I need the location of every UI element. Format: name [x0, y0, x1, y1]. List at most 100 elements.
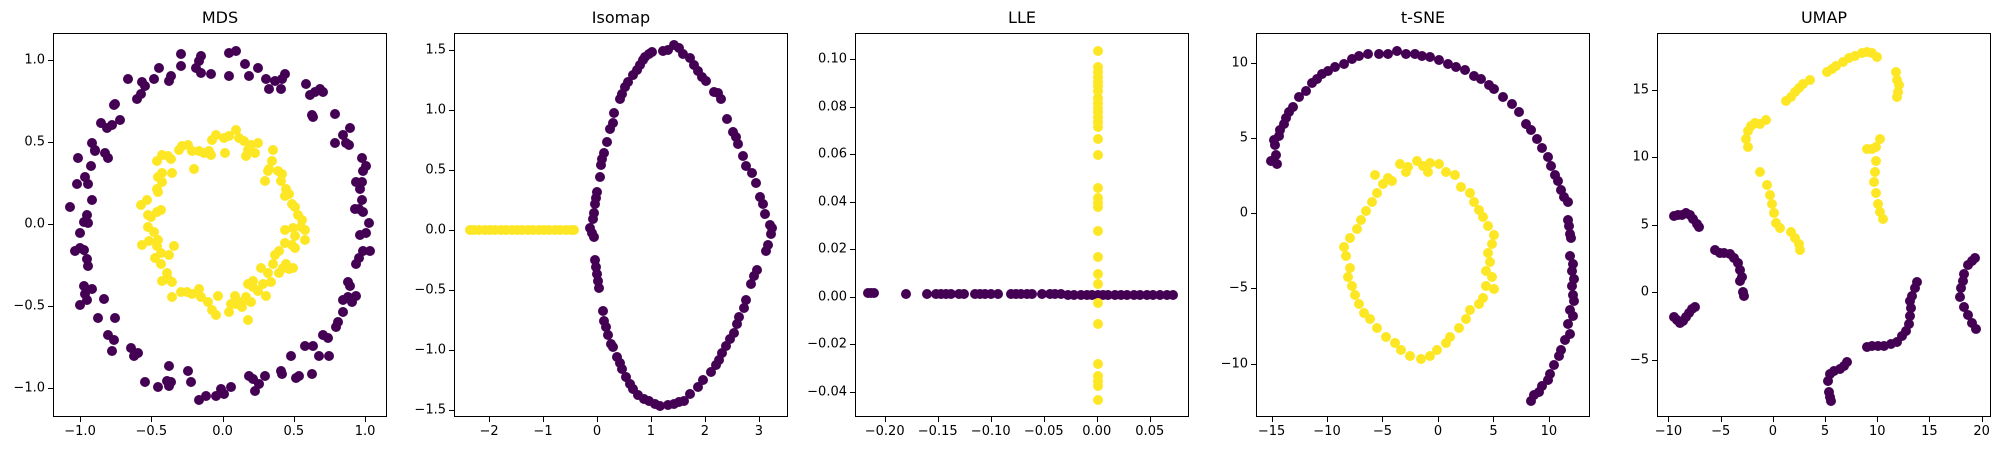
data-point: [1433, 55, 1444, 66]
data-point: [363, 218, 374, 229]
data-point: [1905, 302, 1916, 313]
data-point: [1480, 266, 1491, 277]
data-point: [679, 396, 690, 407]
data-point: [1275, 124, 1286, 135]
data-point: [299, 234, 310, 245]
data-point: [993, 289, 1004, 300]
x-tick: [1382, 417, 1384, 422]
x-tick: [1548, 417, 1550, 422]
data-point: [1476, 73, 1487, 84]
data-point: [766, 223, 777, 234]
data-point: [1323, 66, 1334, 77]
x-tick-label: −1: [533, 424, 553, 439]
data-point: [589, 207, 600, 218]
x-tick-label: −5: [1372, 424, 1393, 439]
data-point: [167, 167, 178, 178]
data-point: [1092, 359, 1103, 370]
data-point: [607, 117, 618, 128]
y-tick: [48, 224, 53, 226]
data-point: [1958, 301, 1969, 312]
x-tick: [80, 417, 82, 422]
data-point: [143, 221, 154, 232]
data-point: [1092, 380, 1103, 391]
data-point: [1526, 395, 1537, 406]
data-point: [734, 312, 745, 323]
data-point: [356, 195, 367, 206]
data-point: [248, 282, 259, 293]
data-point: [922, 288, 933, 299]
data-point: [725, 333, 736, 344]
data-point: [108, 100, 119, 111]
data-point: [361, 160, 372, 171]
data-point: [1569, 296, 1580, 307]
data-point: [594, 283, 605, 294]
data-point: [1866, 340, 1877, 351]
data-point: [1482, 221, 1493, 232]
data-point: [614, 93, 625, 104]
data-point: [1378, 178, 1389, 189]
data-point: [175, 49, 186, 60]
data-point: [1358, 308, 1369, 319]
data-point: [1785, 92, 1796, 103]
data-point: [1069, 289, 1080, 300]
data-point: [1560, 335, 1571, 346]
data-point: [1092, 226, 1103, 237]
data-point: [1266, 156, 1277, 167]
data-point: [678, 49, 689, 60]
chart-title-t-sne: t-SNE: [1400, 8, 1446, 27]
data-point: [689, 60, 700, 71]
data-point: [544, 224, 555, 235]
data-point: [1822, 66, 1833, 77]
y-tick: [850, 201, 855, 203]
data-point: [80, 288, 91, 299]
data-point: [1954, 292, 1965, 303]
data-point: [1433, 159, 1444, 170]
data-point: [261, 74, 272, 85]
data-point: [599, 315, 610, 326]
data-point: [1147, 290, 1158, 301]
data-point: [98, 293, 109, 304]
data-point: [1688, 213, 1699, 224]
data-point: [259, 370, 270, 381]
y-tick-label: −0.04: [807, 384, 847, 400]
data-point: [198, 147, 209, 158]
data-point: [1789, 87, 1800, 98]
data-point: [900, 288, 911, 299]
data-point: [1879, 340, 1890, 351]
y-tick-label: 1.0: [425, 102, 446, 118]
data-point: [338, 295, 349, 306]
data-point: [153, 234, 164, 245]
data-point: [353, 252, 364, 263]
data-point: [1892, 92, 1903, 103]
data-point: [1537, 142, 1548, 153]
data-point: [195, 51, 206, 62]
data-point: [597, 153, 608, 164]
data-point: [314, 351, 325, 362]
data-point: [1092, 133, 1103, 144]
y-tick-label: 0.0: [425, 222, 446, 238]
x-tick-label: 0.5: [283, 424, 305, 439]
data-point: [1405, 350, 1416, 361]
data-point: [245, 297, 256, 308]
data-point: [275, 175, 286, 186]
data-point: [279, 190, 290, 201]
data-point: [1789, 232, 1800, 243]
data-point: [148, 226, 159, 237]
data-point: [1869, 177, 1880, 188]
data-point: [157, 167, 168, 178]
x-tick-label: 20: [1973, 424, 1990, 439]
data-point: [1793, 82, 1804, 93]
data-point: [1027, 289, 1037, 300]
y-tick-label: 0: [1239, 205, 1248, 221]
data-point: [1735, 275, 1746, 286]
data-point: [1531, 133, 1542, 144]
y-tick: [449, 409, 454, 411]
data-point: [87, 138, 98, 149]
data-point: [606, 338, 617, 349]
data-point: [1794, 244, 1805, 255]
x-tick: [1437, 417, 1439, 422]
data-point: [1417, 50, 1428, 61]
y-tick: [850, 296, 855, 298]
data-point: [663, 44, 674, 55]
data-point: [306, 110, 317, 121]
